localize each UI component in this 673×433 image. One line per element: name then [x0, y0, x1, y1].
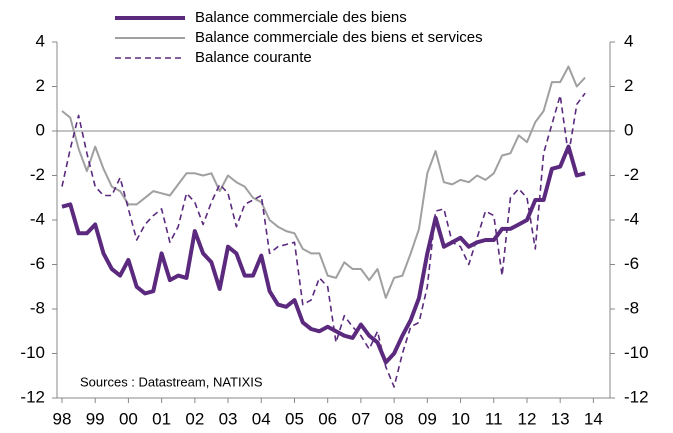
x-tick-label: 08 [385, 409, 404, 428]
x-tick-label: 06 [318, 409, 337, 428]
x-tick-label: 01 [152, 409, 171, 428]
legend-label: Balance courante [195, 49, 312, 66]
legend-label: Balance commerciale des biens [195, 9, 407, 26]
y2-tick-label: 4 [624, 31, 633, 50]
x-tick-label: 99 [86, 409, 105, 428]
y-tick-label: -10 [20, 343, 45, 362]
annotation: Sources : Datastream, NATIXIS [80, 374, 263, 389]
y-tick-label: 4 [36, 31, 45, 50]
x-tick-label: 00 [119, 409, 138, 428]
y2-tick-label: 2 [624, 76, 633, 95]
x-tick-label: 07 [351, 409, 370, 428]
y2-tick-label: -8 [624, 298, 639, 317]
x-tick-label: 12 [518, 409, 537, 428]
y-tick-label: -2 [30, 165, 45, 184]
x-tick-label: 14 [584, 409, 603, 428]
y2-tick-label: -2 [624, 165, 639, 184]
x-tick-label: 04 [252, 409, 271, 428]
x-tick-label: 10 [451, 409, 470, 428]
x-tick-label: 09 [418, 409, 437, 428]
series-line [61, 65, 586, 299]
y2-tick-label: -12 [624, 387, 649, 406]
y-tick-label: 0 [36, 120, 45, 139]
x-tick-label: 02 [185, 409, 204, 428]
x-tick-label: 11 [485, 409, 503, 428]
y-tick-label: -12 [20, 387, 45, 406]
x-tick-label: 03 [219, 409, 238, 428]
y2-tick-label: 0 [624, 120, 633, 139]
y-tick-label: 2 [36, 76, 45, 95]
y-tick-label: -4 [30, 209, 45, 228]
y2-tick-label: -4 [624, 209, 639, 228]
x-tick-label: 98 [53, 409, 72, 428]
y-tick-label: -8 [30, 298, 45, 317]
series-line [61, 92, 586, 388]
x-tick-label: 13 [551, 409, 570, 428]
legend-label: Balance commerciale des biens et service… [195, 29, 483, 46]
y2-tick-label: -10 [624, 343, 649, 362]
x-tick-label: 05 [285, 409, 304, 428]
y2-tick-label: -6 [624, 254, 639, 273]
y-tick-label: -6 [30, 254, 45, 273]
series-line [61, 144, 586, 365]
